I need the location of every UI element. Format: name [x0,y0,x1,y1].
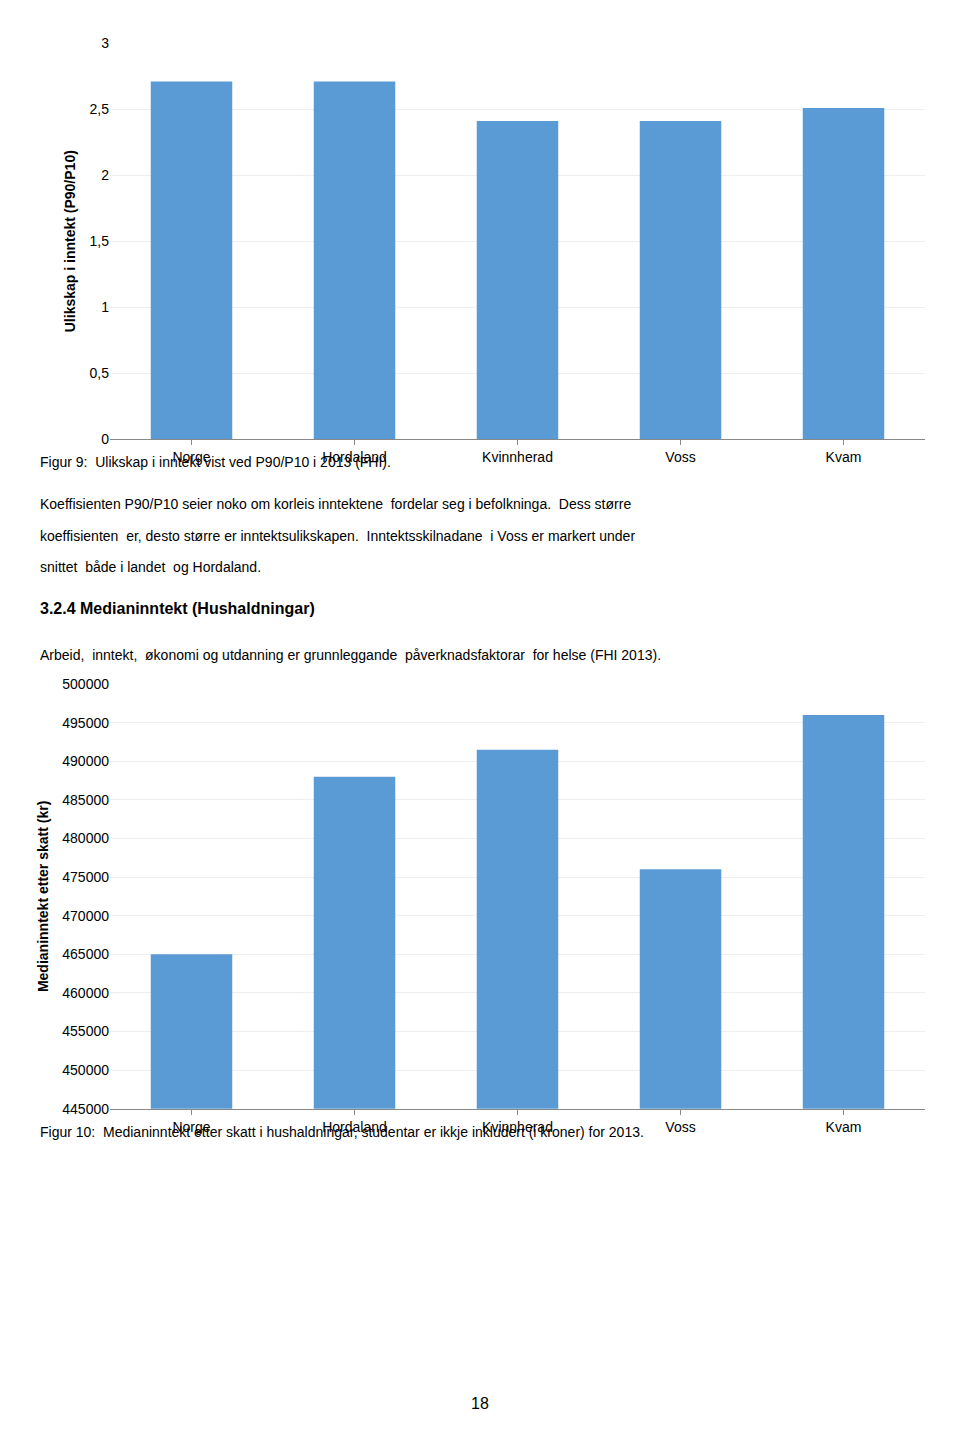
svg-text:Kvam: Kvam [826,449,862,465]
svg-text:3.2.4 Medianinntekt (Hushaldni: 3.2.4 Medianinntekt (Hushaldningar) [40,600,315,617]
svg-text:Ulikskap i inntekt (P90/P10): Ulikskap i inntekt (P90/P10) [62,150,78,332]
svg-text:Voss: Voss [665,1119,695,1135]
svg-text:Hordaland: Hordaland [322,1119,387,1135]
svg-text:465000: 465000 [62,946,109,962]
svg-text:Norge: Norge [172,449,210,465]
svg-text:2: 2 [101,167,109,183]
svg-text:snittet både i landet og Hor: snittet både i landet og Hordaland. [40,559,261,575]
svg-text:Figur 9: Ulikskap i inntekt v: Figur 9: Ulikskap i inntekt vist ved P90… [40,454,391,470]
svg-text:480000: 480000 [62,830,109,846]
svg-text:Medianinntekt etter skatt (kr): Medianinntekt etter skatt (kr) [35,801,51,992]
svg-text:500000: 500000 [62,676,109,692]
svg-text:Voss: Voss [665,449,695,465]
svg-text:455000: 455000 [62,1023,109,1039]
svg-text:3: 3 [101,35,109,51]
svg-text:Arbeid, inntekt, økonomi og: Arbeid, inntekt, økonomi og utdanning er… [40,647,661,663]
svg-text:445000: 445000 [62,1101,109,1117]
svg-text:460000: 460000 [62,985,109,1001]
svg-text:470000: 470000 [62,908,109,924]
svg-text:485000: 485000 [62,792,109,808]
svg-text:0: 0 [101,431,109,447]
svg-text:0,5: 0,5 [90,365,110,381]
svg-text:475000: 475000 [62,869,109,885]
svg-text:koeffisienten er, desto størr: koeffisienten er, desto større er inntek… [40,528,635,544]
svg-text:Hordaland: Hordaland [322,449,387,465]
svg-text:Norge: Norge [172,1119,210,1135]
svg-text:495000: 495000 [62,715,109,731]
svg-text:Kvinnherad: Kvinnherad [482,449,553,465]
svg-text:Kvinnherad: Kvinnherad [482,1119,553,1135]
svg-text:490000: 490000 [62,753,109,769]
svg-text:1: 1 [101,299,109,315]
svg-text:1,5: 1,5 [90,233,110,249]
svg-text:18: 18 [471,1395,489,1412]
svg-text:450000: 450000 [62,1062,109,1078]
svg-text:Figur 10: Medianinntekt etter: Figur 10: Medianinntekt etter skatt i hu… [40,1124,644,1140]
svg-text:Kvam: Kvam [826,1119,862,1135]
svg-text:Koeffisienten P90/P10 seier no: Koeffisienten P90/P10 seier noko om korl… [40,496,631,512]
svg-text:2,5: 2,5 [90,101,110,117]
